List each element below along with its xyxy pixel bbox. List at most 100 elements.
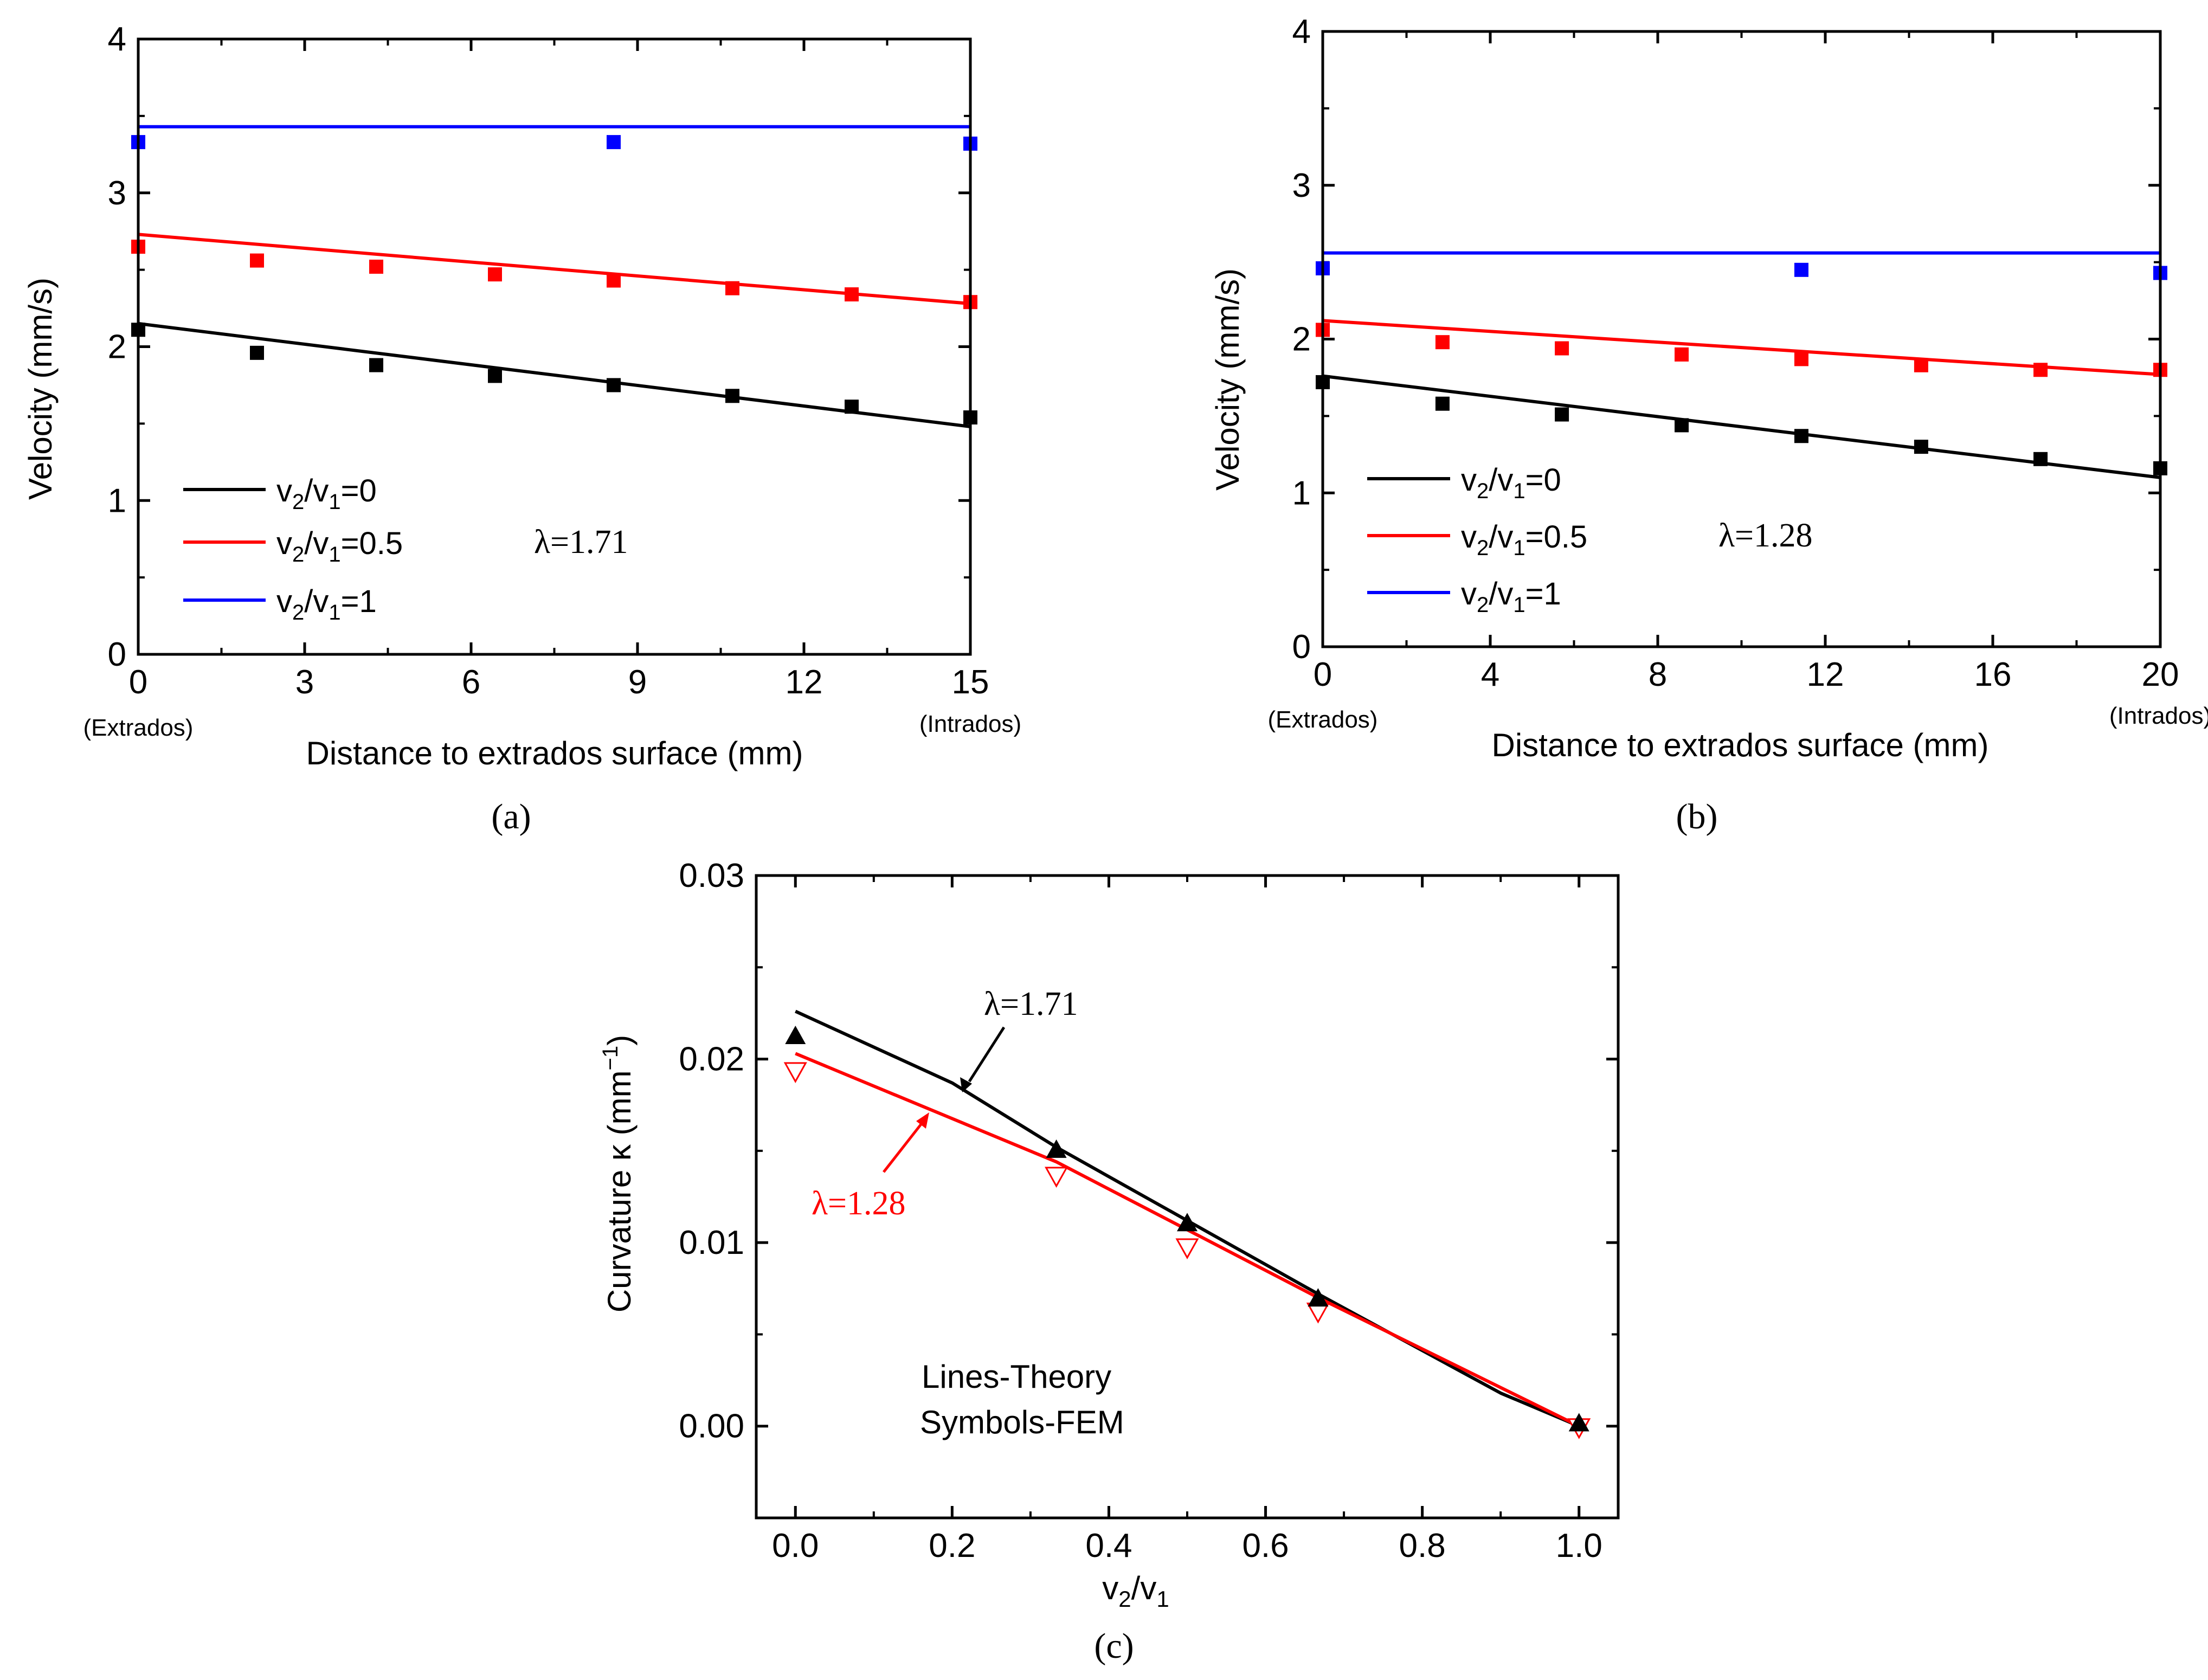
y-tick-label: 0.01 (679, 1224, 744, 1261)
data-point (2033, 452, 2048, 466)
data-point (1794, 352, 1808, 366)
data-point (1914, 440, 1928, 454)
x-tick-label: 0.8 (1399, 1527, 1446, 1565)
chart-b-points (1316, 261, 2167, 475)
y-tick-label: 1 (1292, 474, 1311, 512)
series-line-1 (138, 233, 971, 306)
y-tick-label: 4 (1292, 13, 1311, 50)
chart-a-x-axis-label: Distance to extrados surface (mm) (306, 735, 803, 771)
chart-b-legend-label-1: v2/v1=0.5 (1461, 519, 1587, 560)
data-point (725, 281, 739, 295)
chart-c-note-symbols: Symbols-FEM (920, 1404, 1124, 1440)
data-point (606, 135, 621, 150)
data-point (369, 358, 384, 372)
x-tick-label: 4 (1481, 656, 1499, 693)
y-tick-label: 0.02 (679, 1041, 744, 1078)
data-point (2033, 363, 2048, 377)
chart-b-frame (1321, 30, 2162, 648)
data-point (1914, 358, 1928, 372)
data-point (249, 345, 264, 360)
chart-c-annotation-lambda-171: λ=1.71 (984, 986, 1078, 1022)
chart-a-annotation: λ=1.71 (534, 524, 628, 561)
data-point (488, 267, 503, 282)
data-point (1675, 347, 1689, 362)
data-point (1794, 262, 1808, 277)
chart-b-x-axis-label: Distance to extrados surface (mm) (1492, 727, 1989, 763)
data-point (1046, 1139, 1067, 1158)
data-point (1794, 429, 1808, 443)
y-tick-label: 0.03 (679, 857, 744, 894)
x-tick-label: 0 (1314, 656, 1332, 693)
data-point (783, 1062, 807, 1083)
x-tick-label: 0.2 (929, 1527, 975, 1565)
chart-a-panel-label: (a) (491, 797, 531, 836)
y-tick-label: 0 (1292, 628, 1311, 666)
x-tick-label: 15 (952, 664, 989, 701)
x-tick-label: 6 (462, 664, 480, 701)
data-point (369, 259, 384, 274)
data-point (1568, 1413, 1589, 1432)
x-tick-label: 1.0 (1556, 1527, 1602, 1565)
chart-a-lines (138, 125, 971, 428)
data-point (725, 389, 739, 403)
chart-c-points (783, 1025, 1591, 1439)
data-point (249, 253, 264, 268)
chart-a-x-end-label-left: (Extrados) (83, 715, 194, 741)
x-tick-label: 0.6 (1242, 1527, 1289, 1565)
data-point (1308, 1288, 1329, 1307)
chart-c-arrow-lambda-128 (883, 1121, 924, 1173)
chart-c-arrowhead-lambda-171 (960, 1077, 972, 1092)
data-point (1435, 396, 1450, 411)
chart-b-annotation: λ=1.28 (1718, 517, 1813, 554)
y-tick-label: 1 (108, 482, 126, 519)
data-point (1675, 418, 1689, 433)
chart-a-legend-label-1: v2/v1=0.5 (276, 526, 403, 567)
chart-b-panel-label: (b) (1676, 797, 1718, 836)
data-point (606, 273, 621, 288)
chart-b-y-axis-label: Velocity (mm/s) (1209, 268, 1246, 491)
chart-c-arrow-lambda-171 (968, 1026, 1006, 1083)
data-point (1177, 1213, 1198, 1232)
chart-b-legend-label-0: v2/v1=0 (1461, 462, 1561, 503)
data-point (1175, 1238, 1199, 1259)
x-tick-label: 16 (1974, 656, 2012, 693)
x-tick-label: 0.4 (1085, 1527, 1132, 1565)
chart-b-legend: v2/v1=0 v2/v1=0.5 v2/v1=1 (1367, 462, 1587, 617)
data-point (785, 1025, 806, 1044)
x-tick-label: 9 (628, 664, 647, 701)
data-point (606, 378, 621, 392)
chart-c-tick-labels: 0.0 0.2 0.4 0.6 0.8 1.0 0.00 0.01 0.02 0.03 (679, 857, 1602, 1565)
chart-a-x-end-label-right: (Intrados) (919, 711, 1021, 737)
series-line-0 (138, 321, 971, 428)
x-tick-label: 12 (786, 664, 823, 701)
chart-a-legend: v2/v1=0 v2/v1=0.5 v2/v1=1 (183, 473, 403, 625)
x-tick-label: 8 (1649, 656, 1667, 693)
x-tick-label: 12 (1807, 656, 1844, 693)
data-point (488, 369, 503, 383)
chart-b-x-end-label-right: (Intrados) (2109, 703, 2208, 729)
chart-a-legend-label-0: v2/v1=0 (276, 473, 377, 514)
x-tick-label: 0.0 (772, 1527, 819, 1565)
y-tick-label: 2 (108, 329, 126, 366)
y-tick-label: 3 (108, 175, 126, 212)
y-tick-label: 3 (1292, 167, 1311, 204)
x-tick-label: 3 (295, 664, 314, 701)
chart-a-points (131, 135, 977, 425)
series-line-1 (1322, 319, 2161, 376)
chart-c-arrowhead-lambda-128 (916, 1112, 929, 1129)
chart-c-annotation-lambda-128: λ=1.28 (812, 1185, 906, 1222)
chart-c-note-lines: Lines-Theory (922, 1359, 1111, 1395)
data-point (1555, 407, 1569, 422)
chart-a-y-axis-label: Velocity (mm/s) (22, 278, 59, 500)
chart-c-panel-label: (c) (1094, 1626, 1134, 1666)
chart-a-frame (137, 37, 972, 656)
y-tick-label: 0.00 (679, 1408, 744, 1445)
y-tick-label: 2 (1292, 321, 1311, 358)
chart-panel-c: 0.0 0.2 0.4 0.6 0.8 1.0 0.00 0.01 0.02 0.03 v2/v1… (598, 857, 1620, 1666)
chart-a-legend-label-2: v2/v1=1 (276, 584, 377, 625)
